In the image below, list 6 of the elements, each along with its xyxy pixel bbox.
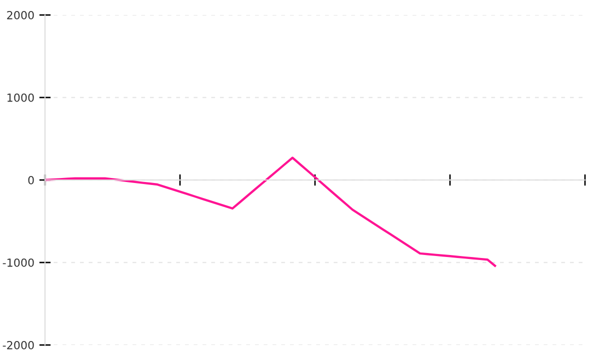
y-tick-label: 0: [28, 176, 34, 184]
y-tick-label: -1000: [2, 258, 34, 267]
line-series: [45, 156, 496, 267]
y-tick-label: 1000: [8, 93, 34, 102]
y-tick-label: -2000: [2, 340, 34, 350]
y-tick-label: 2000: [7, 10, 34, 20]
